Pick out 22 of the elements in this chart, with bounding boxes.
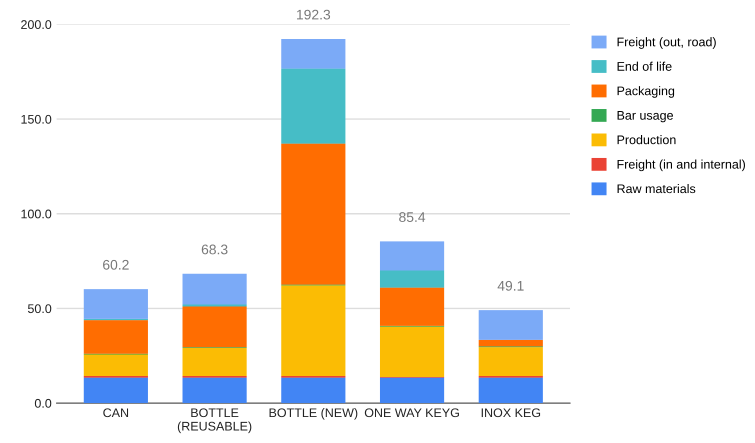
- total-label: 49.1: [498, 280, 524, 291]
- y-tick-label: 100.0: [21, 210, 52, 218]
- legend-label: Freight (in and internal): [618, 160, 745, 172]
- legend-label: Bar usage: [618, 111, 673, 122]
- x-tick-label: BOTTLE (NEW): [270, 408, 358, 420]
- legend-label: Production: [618, 135, 676, 144]
- y-tick-label: 50.0: [28, 304, 52, 314]
- legend-label: End of life: [618, 62, 672, 71]
- total-label: 85.4: [399, 212, 426, 222]
- legend-label: Freight (out, road): [618, 37, 716, 49]
- legend-label: Packaging: [618, 86, 674, 98]
- legend-label: Raw materials: [618, 184, 696, 194]
- y-tick-label: 150.0: [21, 114, 52, 124]
- x-tick-label: INOX KEG: [482, 408, 540, 418]
- x-tick-label: ONE WAY KEYG: [364, 408, 459, 418]
- y-tick-label: 200.0: [21, 20, 52, 30]
- total-label: 68.3: [202, 244, 228, 254]
- x-tick-label: CAN: [103, 408, 128, 418]
- y-tick-label: 0.0: [34, 398, 52, 408]
- total-label: 60.2: [103, 260, 129, 270]
- x-tick-label: BOTTLE (REUSABLE): [178, 408, 252, 434]
- total-label: 192.3: [297, 10, 330, 20]
